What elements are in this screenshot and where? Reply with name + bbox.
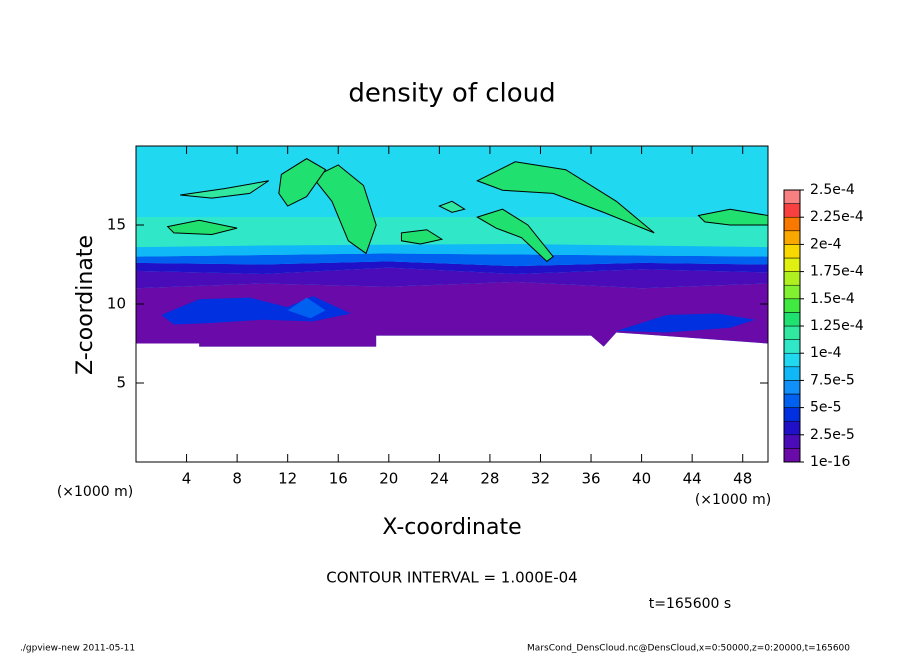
y-unit-label: (×1000 m) xyxy=(57,484,133,500)
colorbar-label: 1.25e-4 xyxy=(810,318,864,334)
field-region xyxy=(136,267,768,289)
field-region xyxy=(136,261,768,274)
field-region xyxy=(476,161,655,234)
colorbar-box xyxy=(783,203,801,218)
y-axis-label: Z-coordinate xyxy=(73,235,98,375)
x-axis-label: X-coordinate xyxy=(382,515,521,540)
field-region xyxy=(278,158,327,207)
x-tick-label: 40 xyxy=(632,470,651,488)
colorbar-label: 2.25e-4 xyxy=(810,209,864,225)
field-region xyxy=(166,219,238,235)
x-tick-label: 48 xyxy=(733,470,752,488)
colorbar-label: 2.5e-4 xyxy=(810,182,855,198)
colorbar-label: 5e-5 xyxy=(810,400,841,416)
colorbar-box xyxy=(783,448,801,463)
field-region xyxy=(287,297,326,319)
colorbar-box xyxy=(783,257,801,272)
x-tick-label: 28 xyxy=(480,470,499,488)
colorbar-box xyxy=(783,407,801,422)
x-tick-label: 44 xyxy=(683,470,702,488)
field-region xyxy=(438,200,466,213)
colorbar-label: 2e-4 xyxy=(810,236,842,252)
x-tick-label: 4 xyxy=(182,470,192,488)
colorbar-box xyxy=(783,216,801,232)
x-tick-label: 24 xyxy=(430,470,449,488)
colorbar-box xyxy=(783,339,801,354)
field-region xyxy=(476,208,554,262)
colorbar-label: 2.5e-5 xyxy=(810,427,855,443)
colorbar-box xyxy=(783,230,801,245)
colorbar-label: 1e-4 xyxy=(810,345,842,361)
field xyxy=(136,146,769,347)
colorbar-box xyxy=(783,189,801,204)
colorbar-label: 1.75e-4 xyxy=(810,264,864,280)
x-tick-label: 16 xyxy=(329,470,348,488)
colorbar-box xyxy=(783,366,801,381)
footer-right: MarsCond_DensCloud.nc@DensCloud,x=0:5000… xyxy=(527,644,850,654)
colorbar-label: 7.5e-5 xyxy=(810,372,855,388)
chart-title: density of cloud xyxy=(348,79,555,109)
colorbar-box xyxy=(783,325,801,340)
x-tick-label: 32 xyxy=(531,470,550,488)
x-tick-label: 36 xyxy=(581,470,600,488)
x-unit-label: (×1000 m) xyxy=(695,492,771,508)
field-region xyxy=(136,243,768,257)
field-region xyxy=(400,229,444,245)
x-tick-label: 12 xyxy=(278,470,297,488)
x-tick-label: 20 xyxy=(379,470,398,488)
colorbar-box xyxy=(783,298,801,313)
colorbar-box xyxy=(783,393,801,408)
y-tick-label: 15 xyxy=(107,216,126,234)
colorbar-box xyxy=(783,352,801,368)
time-label: t=165600 s xyxy=(649,596,731,612)
y-tick-label: 5 xyxy=(116,374,126,392)
colorbar-box xyxy=(783,380,801,395)
colorbar-label: 1.5e-4 xyxy=(810,291,855,307)
contour-interval: CONTOUR INTERVAL = 1.000E-04 xyxy=(326,569,577,587)
colorbar-box xyxy=(783,420,801,436)
colorbar-box xyxy=(783,244,801,259)
colorbar-box xyxy=(783,284,801,300)
field-region xyxy=(616,313,756,333)
footer-left: ./gpview-new 2011-05-11 xyxy=(20,644,135,654)
field-region xyxy=(180,180,269,199)
colorbar-box xyxy=(783,434,801,449)
x-tick-label: 8 xyxy=(232,470,242,488)
colorbar-label: 1e-16 xyxy=(810,454,850,470)
y-tick-label: 10 xyxy=(107,295,126,313)
field-region xyxy=(136,253,768,267)
colorbar-box xyxy=(783,312,801,327)
field-region xyxy=(136,281,768,347)
colorbar-box xyxy=(783,271,801,286)
